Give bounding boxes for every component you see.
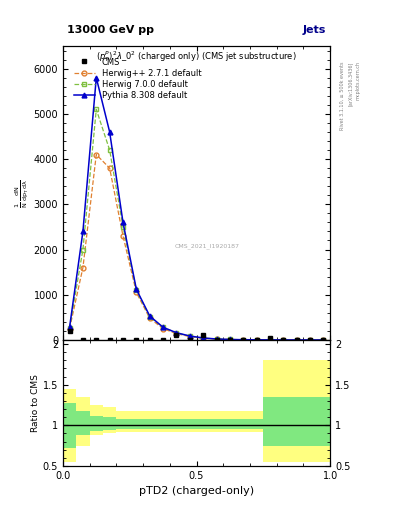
CMS [67,328,72,334]
Herwig++ 2.7.1 default [161,326,165,332]
Line: CMS: CMS [67,329,326,343]
Pythia 8.308 default [308,337,312,343]
Pythia 8.308 default [134,286,139,292]
CMS [321,337,326,343]
Text: Rivet 3.1.10, ≥ 500k events: Rivet 3.1.10, ≥ 500k events [340,61,345,130]
Herwig++ 2.7.1 default [268,337,272,343]
CMS [121,337,125,343]
Pythia 8.308 default [241,336,246,343]
Pythia 8.308 default [254,337,259,343]
Herwig++ 2.7.1 default [254,337,259,343]
Herwig++ 2.7.1 default [214,336,219,342]
Herwig 7.0.0 default [161,324,165,330]
Text: $(p_T^P)^2\lambda\_0^2$ (charged only) (CMS jet substructure): $(p_T^P)^2\lambda\_0^2$ (charged only) (… [96,49,297,64]
CMS [161,337,165,343]
Pythia 8.308 default [121,219,125,225]
CMS [174,332,179,338]
CMS [254,337,259,343]
Pythia 8.308 default [187,333,192,339]
Y-axis label: Ratio to CMS: Ratio to CMS [31,374,40,432]
Herwig++ 2.7.1 default [294,337,299,343]
Pythia 8.308 default [94,75,99,81]
Herwig 7.0.0 default [214,336,219,342]
CMS [201,332,206,338]
Herwig 7.0.0 default [147,314,152,320]
Herwig++ 2.7.1 default [107,165,112,171]
Pythia 8.308 default [228,336,232,343]
Line: Herwig++ 2.7.1 default: Herwig++ 2.7.1 default [67,152,326,343]
CMS [94,337,99,343]
Pythia 8.308 default [294,337,299,343]
Herwig 7.0.0 default [294,337,299,343]
Herwig++ 2.7.1 default [308,337,312,343]
Herwig 7.0.0 default [321,337,326,343]
Text: 13000 GeV pp: 13000 GeV pp [67,25,154,35]
Pythia 8.308 default [201,335,206,341]
Text: Jets: Jets [303,25,326,35]
Herwig++ 2.7.1 default [201,335,206,342]
CMS [308,337,312,343]
Herwig++ 2.7.1 default [81,265,85,271]
Pythia 8.308 default [161,324,165,330]
Herwig++ 2.7.1 default [67,326,72,332]
Text: CMS_2021_I1920187: CMS_2021_I1920187 [175,243,240,249]
Herwig++ 2.7.1 default [228,336,232,343]
CMS [107,337,112,343]
Herwig++ 2.7.1 default [321,337,326,343]
X-axis label: pTD2 (charged-only): pTD2 (charged-only) [139,486,254,496]
CMS [147,337,152,343]
Y-axis label: $\mathregular{\frac{1}{N}\,\frac{dN}{dp_T\,d\lambda}}$: $\mathregular{\frac{1}{N}\,\frac{dN}{dp_… [13,179,31,207]
Pythia 8.308 default [147,313,152,319]
Pythia 8.308 default [81,228,85,234]
Pythia 8.308 default [214,336,219,342]
Pythia 8.308 default [268,337,272,343]
CMS [294,337,299,343]
Herwig++ 2.7.1 default [94,152,99,158]
Text: [arXiv:1306.3436]: [arXiv:1306.3436] [348,61,353,106]
Herwig 7.0.0 default [81,246,85,252]
Herwig++ 2.7.1 default [121,233,125,239]
Herwig++ 2.7.1 default [281,337,286,343]
Herwig 7.0.0 default [107,147,112,153]
Herwig++ 2.7.1 default [147,315,152,322]
Text: mcplots.cern.ch: mcplots.cern.ch [356,61,361,100]
CMS [187,337,192,343]
Pythia 8.308 default [321,337,326,343]
Herwig 7.0.0 default [254,337,259,343]
CMS [228,337,232,343]
Herwig 7.0.0 default [241,336,246,343]
Herwig 7.0.0 default [281,337,286,343]
CMS [268,335,272,341]
CMS [281,337,286,343]
Herwig 7.0.0 default [268,337,272,343]
CMS [134,337,139,343]
Herwig 7.0.0 default [94,106,99,113]
CMS [214,337,219,343]
Pythia 8.308 default [67,324,72,330]
Pythia 8.308 default [107,129,112,135]
Herwig++ 2.7.1 default [174,331,179,337]
CMS [241,337,246,343]
Herwig 7.0.0 default [201,335,206,341]
Herwig 7.0.0 default [121,224,125,230]
Herwig 7.0.0 default [134,287,139,293]
Herwig++ 2.7.1 default [241,336,246,343]
Legend: CMS, Herwig++ 2.7.1 default, Herwig 7.0.0 default, Pythia 8.308 default: CMS, Herwig++ 2.7.1 default, Herwig 7.0.… [72,56,203,102]
Herwig 7.0.0 default [228,336,232,343]
Line: Pythia 8.308 default: Pythia 8.308 default [67,75,326,343]
Pythia 8.308 default [281,337,286,343]
Pythia 8.308 default [174,330,179,336]
CMS [81,337,85,343]
Herwig++ 2.7.1 default [134,289,139,295]
Herwig 7.0.0 default [308,337,312,343]
Herwig++ 2.7.1 default [187,333,192,339]
Herwig 7.0.0 default [174,330,179,336]
Herwig 7.0.0 default [187,333,192,339]
Herwig 7.0.0 default [67,325,72,331]
Line: Herwig 7.0.0 default: Herwig 7.0.0 default [67,107,326,343]
